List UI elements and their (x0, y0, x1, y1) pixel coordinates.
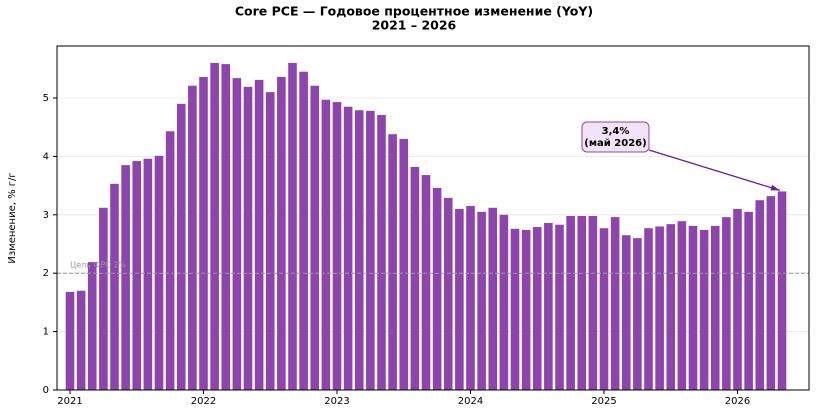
bar (165, 131, 175, 390)
bar (87, 262, 97, 390)
x-tick-label: 2026 (725, 396, 750, 407)
bar (176, 103, 186, 390)
bar (354, 110, 364, 391)
bar (577, 215, 587, 390)
bar (366, 110, 375, 390)
bar (277, 76, 286, 390)
bar (488, 207, 498, 390)
bar (766, 196, 776, 390)
annotation-arrow (648, 149, 781, 192)
bar (388, 134, 397, 390)
bar (599, 228, 609, 390)
y-tick-label: 0 (43, 385, 49, 396)
bar (254, 79, 264, 391)
bar (633, 238, 642, 390)
annotation-arrowhead (770, 184, 780, 191)
bar (733, 208, 742, 390)
x-tick-label: 2022 (191, 396, 216, 407)
y-axis-label: Изменение, % г/г (7, 172, 18, 263)
bar (110, 183, 119, 390)
bar (588, 215, 598, 390)
bar (232, 78, 242, 390)
bar (655, 226, 664, 390)
bar (321, 99, 331, 390)
bar (443, 197, 453, 390)
y-tick-label: 5 (43, 93, 49, 104)
bar (221, 64, 231, 391)
bar (532, 227, 542, 390)
bar (410, 166, 420, 390)
chart-subtitle: 2021 – 2026 (372, 18, 457, 33)
bar (699, 229, 709, 390)
bar (621, 235, 631, 390)
bar (477, 211, 486, 390)
bar (566, 215, 575, 390)
bar (666, 224, 676, 390)
bar (199, 76, 208, 390)
bar (466, 206, 475, 390)
y-tick-label: 4 (43, 151, 49, 162)
x-tick-label: 2023 (324, 396, 349, 407)
bar (121, 165, 130, 390)
bar (421, 175, 431, 390)
bar (677, 221, 687, 390)
bar (99, 207, 108, 390)
bar (432, 187, 442, 390)
chart-title: Core PCE — Годовое процентное изменение … (235, 4, 593, 19)
bar (455, 208, 464, 390)
bar (399, 138, 409, 390)
bar (377, 114, 386, 390)
target-label: Цель ФРС 2% (70, 261, 126, 270)
bar (610, 217, 620, 390)
bar (143, 158, 153, 390)
bar (76, 290, 86, 390)
bar (288, 62, 297, 390)
bar (777, 191, 787, 390)
bar (688, 225, 698, 390)
bar (521, 229, 531, 390)
annotation-text: 3,4% (602, 126, 630, 137)
bar (544, 222, 553, 390)
bar (332, 102, 342, 391)
bar (722, 217, 731, 390)
bar (555, 224, 564, 390)
x-tick-label: 2021 (57, 396, 82, 407)
annotation-text: (май 2026) (584, 138, 646, 149)
bar (310, 85, 320, 390)
bar (755, 200, 765, 390)
bar (188, 85, 197, 390)
bar (710, 225, 720, 390)
bar (210, 62, 219, 390)
bar (65, 291, 75, 390)
y-tick-label: 3 (43, 210, 49, 221)
bar (744, 211, 753, 390)
bar (343, 106, 353, 390)
bar (265, 92, 275, 390)
y-tick-label: 2 (43, 268, 49, 279)
y-tick-label: 1 (43, 327, 49, 338)
bar (499, 214, 509, 390)
bar (644, 228, 653, 390)
bar (299, 71, 308, 391)
x-tick-label: 2025 (591, 396, 616, 407)
bar (132, 161, 142, 390)
plot-frame (56, 45, 810, 391)
bar (510, 228, 520, 390)
annotation-box (581, 121, 650, 153)
bar (243, 86, 253, 391)
x-tick-label: 2024 (458, 396, 483, 407)
